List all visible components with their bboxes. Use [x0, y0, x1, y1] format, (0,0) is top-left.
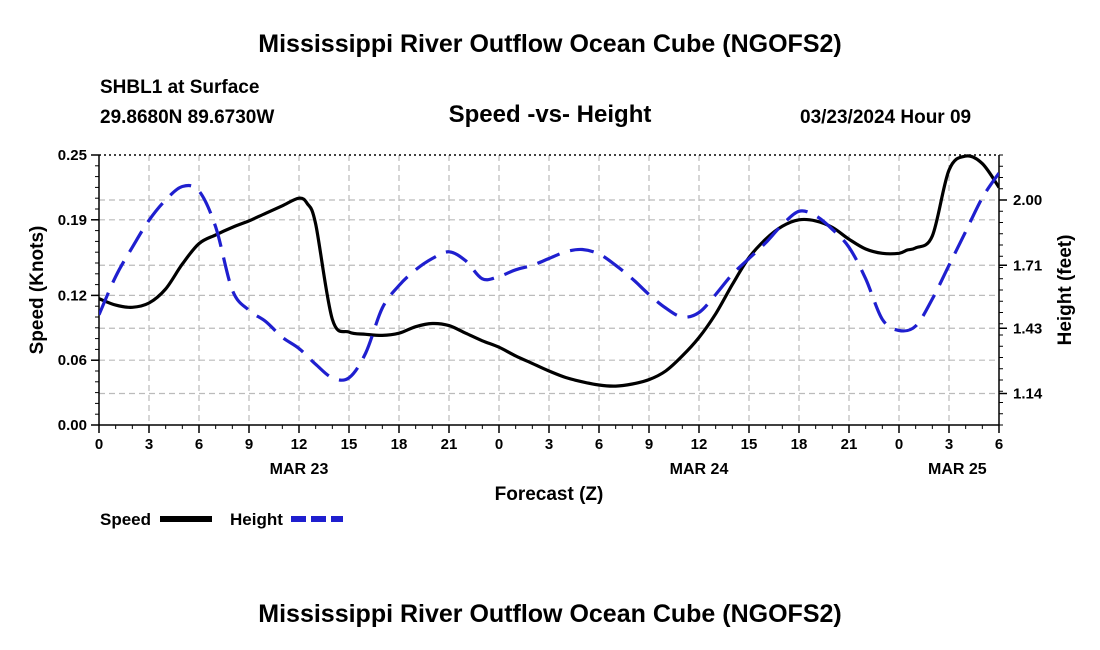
y2-tick-label: 1.14 — [1013, 386, 1043, 403]
x-tick-label: 3 — [145, 436, 153, 453]
x-tick-label: 6 — [995, 436, 1003, 453]
y2-tick-label: 2.00 — [1013, 192, 1042, 209]
height-series-line — [99, 172, 999, 382]
page-title: Mississippi River Outflow Ocean Cube (NG… — [258, 30, 842, 58]
y2-tick-label: 1.43 — [1013, 320, 1042, 337]
speed-series-line — [99, 154, 999, 388]
y-tick-label: 0.00 — [58, 417, 87, 434]
x-axis-title: Forecast (Z) — [495, 484, 604, 505]
x-tick-label: 6 — [595, 436, 603, 453]
y-tick-label: 0.06 — [58, 352, 87, 369]
x-tick-label: 15 — [741, 436, 758, 453]
y-tick-label: 0.25 — [58, 147, 87, 164]
x-tick-label: 12 — [691, 436, 708, 453]
x-tick-label: 3 — [945, 436, 953, 453]
footer-title: Mississippi River Outflow Ocean Cube (NG… — [258, 600, 842, 628]
y2-axis-title: Height (feet) — [1055, 235, 1076, 346]
x-tick-label: 12 — [291, 436, 308, 453]
y-tick-label: 0.19 — [58, 212, 87, 229]
y2-tick-label: 1.71 — [1013, 257, 1042, 274]
x-tick-label: 18 — [391, 436, 408, 453]
x-tick-label: 15 — [341, 436, 358, 453]
date-label: MAR 23 — [270, 461, 329, 478]
x-tick-label: 0 — [495, 436, 503, 453]
x-tick-label: 0 — [95, 436, 103, 453]
legend-height-label: Height — [230, 510, 283, 529]
date-label: MAR 25 — [928, 461, 987, 478]
x-tick-label: 9 — [645, 436, 653, 453]
x-tick-label: 0 — [895, 436, 903, 453]
y-tick-label: 0.12 — [58, 287, 87, 304]
x-tick-label: 9 — [245, 436, 253, 453]
station-name: SHBL1 at Surface — [100, 77, 260, 98]
x-tick-label: 6 — [195, 436, 203, 453]
legend-speed-label: Speed — [100, 510, 151, 529]
chart-subtitle: Speed -vs- Height — [448, 101, 652, 128]
y-axis-title: Speed (Knots) — [27, 226, 48, 355]
date-label: MAR 24 — [670, 461, 729, 478]
x-tick-label: 18 — [791, 436, 808, 453]
x-tick-label: 3 — [545, 436, 553, 453]
x-tick-label: 21 — [841, 436, 858, 453]
forecast-datetime: 03/23/2024 Hour 09 — [800, 107, 972, 128]
x-tick-label: 21 — [441, 436, 458, 453]
station-coordinates: 29.8680N 89.6730W — [100, 107, 275, 128]
